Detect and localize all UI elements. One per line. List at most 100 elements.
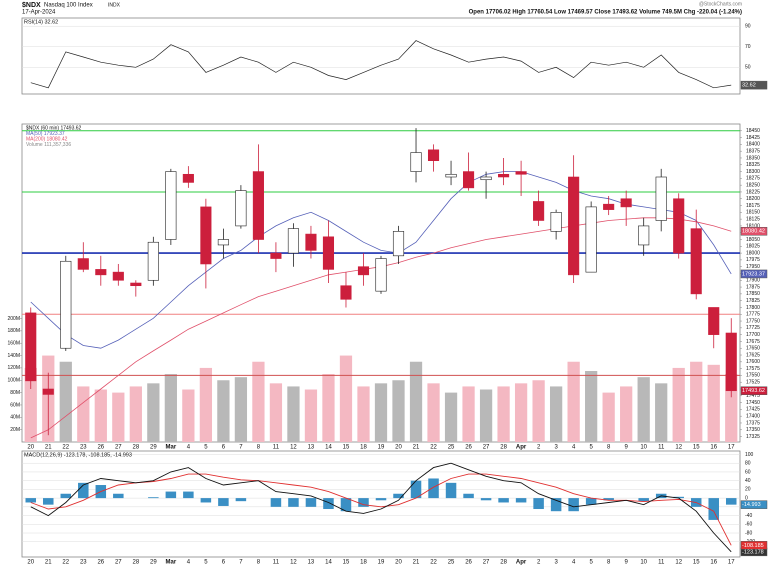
volume-tick-label: 160M (7, 341, 20, 347)
volume-bar (287, 386, 300, 442)
y-tick-label: 17875 (746, 284, 760, 290)
histogram-bar (78, 482, 89, 499)
candle-body (568, 176, 580, 276)
x-tick-label: 4 (572, 560, 576, 566)
macd-panel (21, 450, 741, 558)
volume-bar (234, 377, 248, 442)
y-tick-label: 17375 (746, 420, 760, 426)
candle-body (95, 269, 107, 276)
y-tick-label: 18400 (746, 142, 760, 148)
y-tick-label: 40 (745, 478, 751, 484)
candle-body (77, 258, 89, 270)
value-box-label: -14.993 (742, 502, 761, 508)
histogram-bar (568, 498, 579, 512)
volume-bar (217, 380, 230, 442)
candle-body (42, 388, 54, 395)
y-tick-label: 17400 (746, 414, 760, 420)
histogram-bar (428, 478, 439, 499)
volume-tick-label: 200M (7, 316, 20, 322)
x-tick-label: 23 (80, 445, 87, 451)
y-tick-label: 17600 (746, 359, 760, 365)
x-tick-label: 18 (360, 560, 367, 566)
legend-entry: MA(50) 17923.37 (26, 131, 65, 137)
y-tick-label: 18250 (746, 182, 760, 188)
volume-bar (392, 380, 405, 442)
y-tick-label: 18175 (746, 203, 760, 209)
y-tick-label: 60 (745, 469, 751, 475)
volume-tick-label: 80M (10, 390, 20, 396)
x-tick-label: 15 (693, 560, 700, 566)
panel-title: RSI(14) 32.62 (24, 19, 58, 25)
candle-body (480, 176, 492, 181)
volume-bar (164, 374, 177, 442)
volume-tick-label: 20M (10, 427, 20, 433)
volume-bar (707, 364, 720, 442)
rsi-line (30, 40, 732, 89)
volume-bar (304, 389, 318, 442)
x-tick-label: 27 (115, 560, 122, 566)
value-box (740, 386, 768, 395)
x-tick-label: 3 (554, 560, 558, 566)
y-tick-label: 18025 (746, 244, 760, 250)
candle-body (340, 285, 352, 300)
x-tick-label: 10 (640, 560, 647, 566)
y-tick-label: 18325 (746, 162, 760, 168)
volume-bar (94, 389, 107, 442)
y-tick-label: 17650 (746, 346, 760, 352)
histogram-bar (393, 493, 404, 499)
candle-body (550, 212, 562, 232)
y-tick-label: 18125 (746, 216, 760, 222)
x-tick-label: 8 (607, 445, 611, 451)
legend-entry: Volume 111,357,336 (26, 142, 71, 148)
candle-body (410, 152, 422, 172)
x-tick-label: 27 (483, 560, 490, 566)
x-tick-label: 5 (589, 445, 593, 451)
y-tick-label: 17775 (746, 312, 760, 318)
candle-body (638, 225, 650, 246)
x-tick-label: 15 (343, 445, 350, 451)
volume-bar (532, 380, 545, 442)
rsi-panel (21, 17, 741, 95)
x-tick-label: 25 (448, 560, 455, 566)
x-tick-label: 16 (710, 445, 717, 451)
x-tick-label: 5 (204, 560, 208, 566)
histogram-bar (218, 498, 229, 506)
candle-body (708, 307, 720, 335)
candle-body (515, 171, 527, 175)
volume-bar (690, 361, 703, 442)
volume-bar (567, 361, 580, 442)
volume-bar (357, 386, 370, 442)
histogram-bar (358, 498, 369, 507)
y-tick-label: 17350 (746, 427, 760, 433)
volume-bar (147, 383, 160, 442)
x-tick-label: 4 (187, 560, 191, 566)
histogram-bar (60, 493, 72, 499)
histogram-bar (673, 496, 684, 499)
x-tick-label: 26 (465, 445, 472, 451)
volume-bar (129, 386, 142, 442)
value-box (740, 80, 768, 90)
volume-bar (24, 367, 37, 442)
x-tick-label: 22 (62, 560, 69, 566)
x-tick-label: 12 (290, 445, 297, 451)
candle-body (463, 171, 475, 189)
x-tick-label: Mar (166, 560, 177, 566)
histogram-bar (340, 498, 352, 512)
volume-tick-label: 120M (7, 365, 20, 371)
value-box-label: 32.62 (742, 83, 756, 89)
x-tick-label: 26 (97, 445, 104, 451)
histogram-bar (725, 498, 737, 505)
y-tick-label: 18375 (746, 149, 760, 155)
volume-tick-label: 40M (10, 415, 20, 421)
histogram-bar (288, 498, 299, 507)
y-tick-label: 18000 (746, 250, 760, 256)
candle-body (147, 241, 159, 281)
volume-bar (427, 383, 440, 442)
x-tick-label: 12 (290, 560, 297, 566)
value-box (740, 500, 768, 509)
volume-bar (59, 361, 72, 442)
x-tick-label: 23 (80, 560, 87, 566)
y-tick-label: 18225 (746, 189, 760, 195)
y-tick-label: 17850 (746, 291, 760, 297)
y-tick-label: 17975 (746, 257, 760, 263)
